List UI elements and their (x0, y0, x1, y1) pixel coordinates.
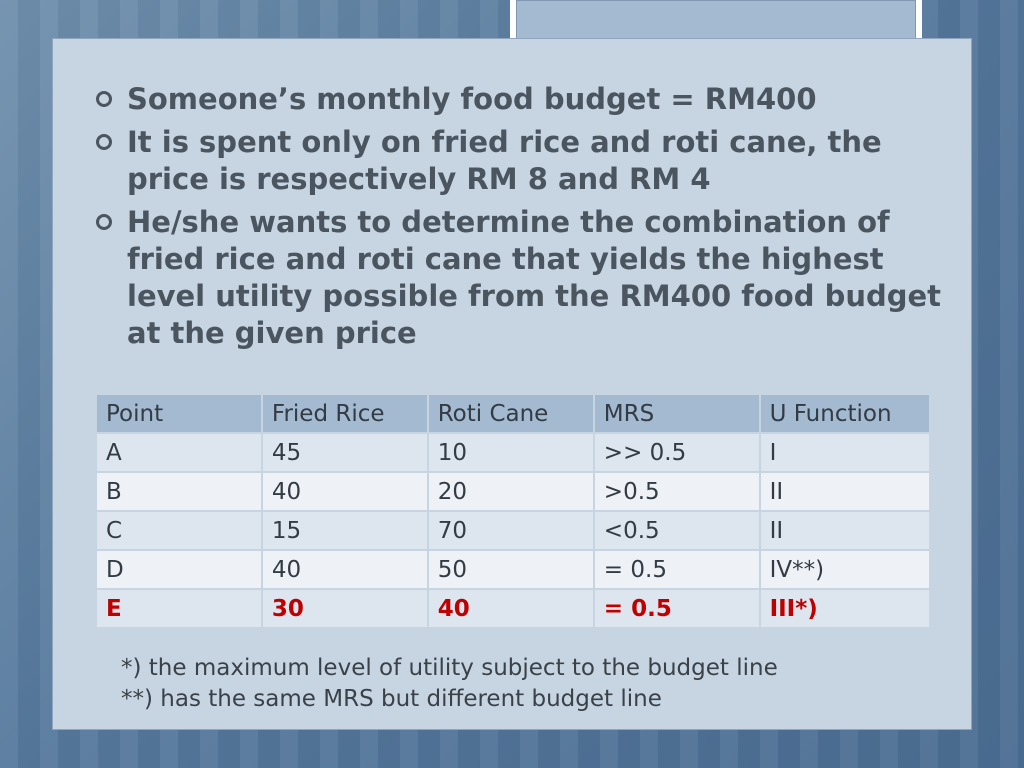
cell-mrs: = 0.5 (592, 549, 761, 590)
cell-mrs: <0.5 (592, 510, 761, 551)
bullet-item: He/she wants to determine the combinatio… (93, 204, 953, 352)
header-roti-cane: Roti Cane (426, 393, 595, 434)
table-row: D 40 50 = 0.5 IV**) (95, 549, 932, 590)
table-row: A 45 10 >> 0.5 I (95, 432, 932, 473)
cell-fried-rice: 40 (260, 471, 429, 512)
cell-roti-cane: 20 (426, 471, 595, 512)
cell-point: A (95, 432, 263, 473)
bullet-text: Someone’s monthly food budget = RM400 (127, 82, 817, 116)
cell-mrs: >0.5 (592, 471, 761, 512)
cell-u-function: I (758, 432, 932, 473)
table-row: C 15 70 <0.5 II (95, 510, 932, 551)
table-header-row: Point Fried Rice Roti Cane MRS U Functio… (95, 393, 932, 434)
header-point: Point (95, 393, 263, 434)
cell-fried-rice: 15 (260, 510, 429, 551)
footnotes: *) the maximum level of utility subject … (121, 653, 778, 715)
bullet-item: Someone’s monthly food budget = RM400 (93, 81, 953, 118)
cell-point: D (95, 549, 263, 590)
bullet-item: It is spent only on fried rice and roti … (93, 124, 953, 198)
footnote-single-star: *) the maximum level of utility subject … (121, 655, 778, 681)
header-u-function: U Function (758, 393, 932, 434)
bullet-text: He/she wants to determine the combinatio… (127, 205, 942, 350)
cell-u-function: IV**) (758, 549, 932, 590)
header-fried-rice: Fried Rice (260, 393, 429, 434)
cell-fried-rice: 45 (260, 432, 429, 473)
cell-fried-rice: 30 (260, 588, 429, 629)
ring-bullet-icon (96, 134, 112, 150)
cell-u-function: III*) (758, 588, 932, 629)
cell-mrs: >> 0.5 (592, 432, 761, 473)
cell-u-function: II (758, 471, 932, 512)
bullet-text: It is spent only on fried rice and roti … (127, 125, 882, 196)
header-mrs: MRS (592, 393, 761, 434)
cell-mrs: = 0.5 (592, 588, 761, 629)
cell-point: C (95, 510, 263, 551)
cell-point: E (95, 588, 263, 629)
ring-bullet-icon (96, 214, 112, 230)
cell-fried-rice: 40 (260, 549, 429, 590)
cell-roti-cane: 40 (426, 588, 595, 629)
table-row-highlighted: E 30 40 = 0.5 III*) (95, 588, 932, 629)
cell-point: B (95, 471, 263, 512)
cell-roti-cane: 70 (426, 510, 595, 551)
footnote-double-star: **) has the same MRS but different budge… (121, 686, 662, 712)
cell-u-function: II (758, 510, 932, 551)
utility-table: Point Fried Rice Roti Cane MRS U Functio… (95, 393, 932, 629)
ring-bullet-icon (96, 91, 112, 107)
cell-roti-cane: 50 (426, 549, 595, 590)
cell-roti-cane: 10 (426, 432, 595, 473)
table-row: B 40 20 >0.5 II (95, 471, 932, 512)
content-panel: Someone’s monthly food budget = RM400 It… (52, 38, 972, 730)
bullet-list: Someone’s monthly food budget = RM400 It… (93, 81, 953, 358)
